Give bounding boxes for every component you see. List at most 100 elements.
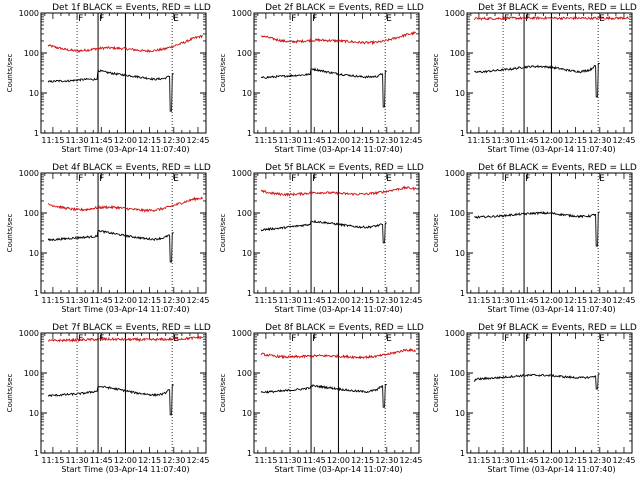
x-axis-label: Start Time (03-Apr-14 11:07:40) [61, 465, 189, 474]
x-tick-label: 12:45 [186, 136, 209, 145]
x-tick-label: 11:30 [279, 296, 302, 305]
series-events [474, 373, 600, 390]
x-tick-label: 12:30 [588, 456, 611, 465]
x-tick-label: 11:30 [279, 136, 302, 145]
x-tick-label: 11:15 [254, 296, 277, 305]
y-tick-label: 10 [29, 89, 39, 98]
series-lld [47, 34, 203, 53]
flag-label: E [386, 334, 392, 344]
y-tick-label: 1000 [445, 9, 465, 18]
y-axis-label: Counts/sec [219, 374, 227, 413]
flag-label: F [525, 174, 530, 184]
plot-frame [466, 172, 633, 294]
x-tick-label: 12:15 [564, 136, 587, 145]
plot-frame [466, 332, 633, 454]
series-lld [47, 196, 204, 213]
x-axis-label: Start Time (03-Apr-14 11:07:40) [487, 145, 615, 154]
chart-title: Det 2f BLACK = Events, RED = LLD [265, 3, 424, 13]
flag-label: E [386, 14, 392, 24]
y-axis-label: Counts/sec [219, 54, 227, 93]
series-lld [474, 15, 630, 21]
y-tick-label: 1 [34, 449, 39, 458]
x-tick-label: 11:45 [516, 456, 539, 465]
y-tick-label: 10 [242, 89, 252, 98]
x-tick-label: 12:45 [399, 136, 422, 145]
flag-label: F [99, 14, 104, 24]
chart-panel-5: Det 5f BLACK = Events, RED = LLD 1 10 100 10… [219, 163, 424, 314]
x-tick-label: 11:45 [516, 136, 539, 145]
y-tick-label: 100 [237, 209, 252, 218]
x-tick-label: 12:00 [540, 296, 563, 305]
series-events [474, 210, 600, 247]
x-tick-label: 11:15 [467, 296, 490, 305]
y-axis-label: Counts/sec [432, 54, 440, 93]
chart-panel-7: Det 7f BLACK = Events, RED = LLD 1 10 100 10… [6, 323, 211, 474]
x-tick-label: 12:30 [375, 296, 398, 305]
y-axis-label: Counts/sec [432, 214, 440, 253]
plot-frame [253, 332, 420, 454]
x-tick-label: 12:45 [612, 136, 635, 145]
y-tick-label: 1 [34, 129, 39, 138]
series-events [260, 67, 387, 108]
y-tick-label: 1000 [445, 169, 465, 178]
y-tick-label: 1000 [232, 9, 252, 18]
y-tick-label: 10 [455, 249, 465, 258]
plot-frame [40, 332, 207, 454]
chart-panel-9: Det 9f BLACK = Events, RED = LLD 1 10 100 10… [432, 323, 637, 474]
y-axis-label: Counts/sec [6, 214, 14, 253]
chart-panel-3: Det 3f BLACK = Events, RED = LLD 1 10 100 10… [432, 3, 637, 154]
flag-label: F [78, 334, 83, 344]
x-tick-label: 11:45 [90, 136, 113, 145]
y-tick-label: 100 [450, 209, 465, 218]
series-lld [261, 31, 417, 46]
flag-label: F [525, 334, 530, 344]
chart-panel-8: Det 8f BLACK = Events, RED = LLD 1 10 100 10… [219, 323, 424, 474]
x-tick-label: 12:45 [186, 296, 209, 305]
series-events [47, 69, 174, 112]
plot-frame [253, 172, 420, 294]
x-tick-label: 12:15 [564, 296, 587, 305]
chart-title: Det 5f BLACK = Events, RED = LLD [265, 163, 424, 173]
series-lld [260, 347, 417, 360]
chart-title: Det 4f BLACK = Events, RED = LLD [52, 163, 211, 173]
x-axis-label: Start Time (03-Apr-14 11:07:40) [274, 305, 402, 314]
series-events [474, 62, 600, 98]
y-tick-label: 10 [242, 409, 252, 418]
x-tick-label: 11:30 [492, 456, 515, 465]
series-events [47, 384, 174, 416]
x-tick-label: 11:15 [41, 456, 64, 465]
x-tick-label: 11:15 [254, 136, 277, 145]
flag-label: F [312, 14, 317, 24]
flag-label: E [386, 174, 392, 184]
flag-label: F [78, 14, 83, 24]
x-tick-label: 12:15 [351, 296, 374, 305]
x-tick-label: 11:45 [303, 136, 326, 145]
x-tick-label: 11:15 [254, 456, 277, 465]
flag-label: F [504, 174, 509, 184]
x-tick-label: 12:30 [162, 136, 185, 145]
flag-label: F [312, 334, 317, 344]
y-tick-label: 10 [455, 89, 465, 98]
chart-title: Det 3f BLACK = Events, RED = LLD [478, 3, 637, 13]
y-axis-label: Counts/sec [6, 54, 14, 93]
x-tick-label: 11:30 [492, 296, 515, 305]
x-tick-label: 12:30 [588, 296, 611, 305]
y-axis-label: Counts/sec [219, 214, 227, 253]
y-axis-label: Counts/sec [432, 374, 440, 413]
x-tick-label: 12:30 [375, 456, 398, 465]
y-tick-label: 1000 [19, 329, 39, 338]
y-tick-label: 1000 [19, 169, 39, 178]
plot-frame [253, 12, 420, 134]
plot-frame [40, 12, 207, 134]
y-tick-label: 1000 [232, 329, 252, 338]
y-tick-label: 1 [34, 289, 39, 298]
y-tick-label: 10 [455, 409, 465, 418]
flag-label: E [173, 334, 179, 344]
flag-label: E [173, 14, 179, 24]
x-tick-label: 12:30 [588, 136, 611, 145]
y-tick-label: 1 [460, 129, 465, 138]
x-tick-label: 11:30 [66, 296, 89, 305]
y-tick-label: 1 [460, 289, 465, 298]
x-tick-label: 12:30 [375, 136, 398, 145]
